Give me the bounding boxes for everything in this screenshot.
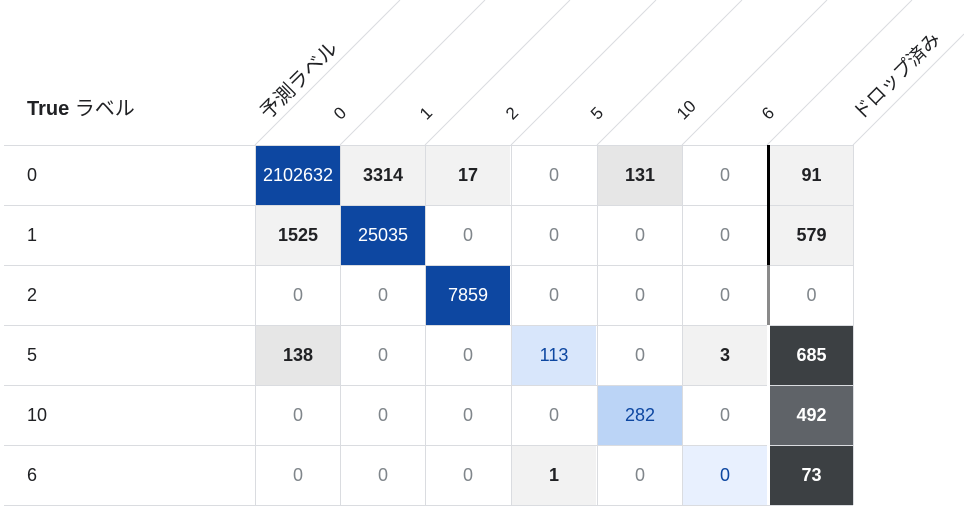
grid-hline (4, 385, 853, 386)
grid-vline (255, 145, 256, 505)
row-axis-title-bold: True (27, 98, 70, 120)
matrix-cell: 0 (548, 285, 559, 305)
matrix-cell: 0 (377, 285, 388, 305)
matrix-cell: 0 (292, 285, 303, 305)
matrix-cell: 0 (377, 405, 388, 425)
matrix-cell: 0 (462, 225, 473, 245)
dropped-separator (767, 445, 770, 505)
diagonal-cell: 0 (683, 446, 767, 505)
matrix-cell: 3 (683, 326, 767, 385)
grid-vline (597, 145, 598, 505)
matrix-cell: 0 (634, 465, 645, 485)
header-diagonal-line (852, 33, 964, 146)
row-label: 6 (27, 465, 38, 485)
matrix-cell: 0 (462, 465, 473, 485)
matrix-cell: 0 (462, 345, 473, 365)
matrix-cell: 3314 (341, 146, 425, 205)
diagonal-cell: 113 (512, 326, 596, 385)
dropped-separator (767, 205, 770, 265)
dropped-separator (767, 325, 770, 385)
matrix-cell: 1525 (256, 206, 340, 265)
matrix-cell: 0 (548, 225, 559, 245)
header-diagonal-line (681, 0, 828, 146)
header-diagonal-line (596, 0, 743, 146)
matrix-cell: 131 (598, 146, 682, 205)
grid-hline (4, 505, 853, 506)
dropped-cell: 579 (770, 206, 853, 265)
dropped-separator (767, 145, 770, 205)
diagonal-cell: 7859 (426, 266, 510, 325)
matrix-cell: 17 (426, 146, 510, 205)
matrix-cell: 0 (548, 405, 559, 425)
dropped-cell: 91 (770, 146, 853, 205)
row-label: 0 (27, 165, 38, 185)
dropped-cell: 0 (806, 285, 817, 305)
dropped-cell: 73 (770, 446, 853, 505)
matrix-cell: 0 (377, 465, 388, 485)
matrix-cell: 0 (719, 225, 730, 245)
matrix-cell: 0 (377, 345, 388, 365)
header-diagonal-line (424, 0, 571, 146)
dropped-cell: 685 (770, 326, 853, 385)
row-axis-title-rest: ラベル (69, 98, 135, 120)
header-diagonal-line (254, 0, 401, 146)
matrix-cell: 0 (719, 165, 730, 185)
matrix-cell: 1 (512, 446, 596, 505)
grid-hline (4, 325, 853, 326)
matrix-cell: 0 (634, 225, 645, 245)
matrix-cell: 0 (634, 345, 645, 365)
grid-vline (340, 145, 341, 505)
row-label: 10 (27, 405, 48, 425)
matrix-cell: 0 (719, 285, 730, 305)
matrix-cell: 0 (292, 405, 303, 425)
row-axis-title: True ラベル (27, 92, 135, 121)
matrix-cell: 0 (292, 465, 303, 485)
grid-vline (511, 145, 512, 505)
grid-vline (853, 145, 854, 505)
grid-vline (425, 145, 426, 505)
row-label: 2 (27, 285, 38, 305)
matrix-cell: 0 (462, 405, 473, 425)
diagonal-cell: 2102632 (256, 146, 340, 205)
grid-hline (4, 445, 853, 446)
row-label: 5 (27, 345, 38, 365)
header-diagonal-lines (254, 0, 964, 146)
header-diagonal-line (766, 0, 913, 146)
dropped-cell: 492 (770, 386, 853, 445)
matrix-cell: 0 (548, 165, 559, 185)
header-diagonal-line (510, 0, 657, 146)
dropped-separator (767, 265, 770, 325)
header-diagonal-line (339, 0, 486, 146)
grid-vline (682, 145, 683, 505)
matrix-cell: 0 (719, 405, 730, 425)
diagonal-cell: 282 (598, 386, 682, 445)
matrix-cell: 138 (256, 326, 340, 385)
row-label: 1 (27, 225, 38, 245)
grid-hline (4, 145, 853, 146)
diagonal-cell: 25035 (341, 206, 425, 265)
dropped-separator (767, 385, 770, 445)
grid-hline (4, 265, 853, 266)
grid-hline (4, 205, 853, 206)
matrix-cell: 0 (634, 285, 645, 305)
